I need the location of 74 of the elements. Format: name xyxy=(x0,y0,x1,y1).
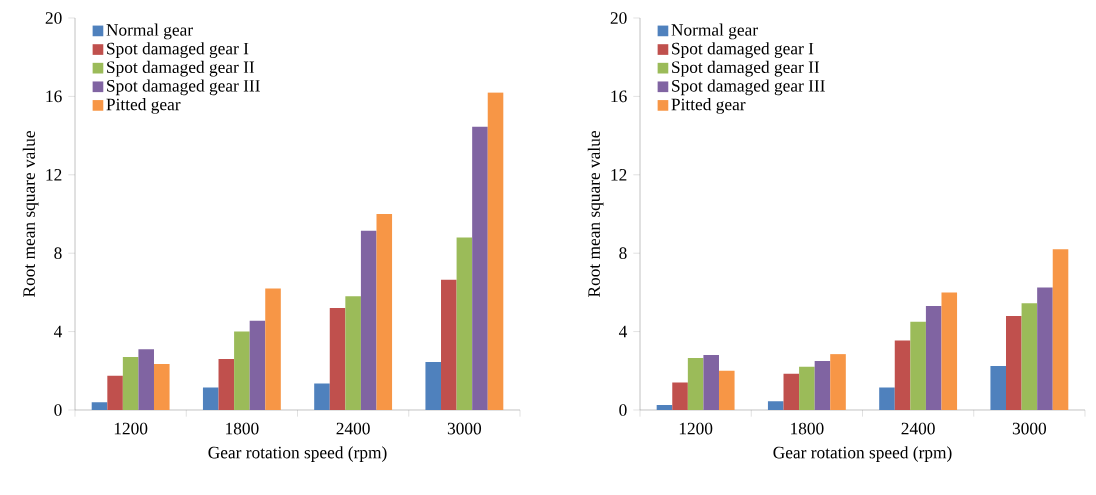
x-tick-label: 3000 xyxy=(1012,422,1047,435)
bar xyxy=(830,354,846,410)
y-tick-label: 16 xyxy=(46,90,62,103)
legend-label: Spot damaged gear I xyxy=(672,42,814,58)
bar xyxy=(941,292,958,410)
bar xyxy=(718,370,735,410)
y-tick-label: 16 xyxy=(611,90,627,103)
bar xyxy=(456,237,473,410)
bar xyxy=(672,382,688,410)
x-axis-title: Gear rotation speed (rpm) xyxy=(208,446,387,462)
legend-label: Pitted gear xyxy=(671,98,746,114)
legend-label: Pitted gear xyxy=(106,98,181,114)
x-tick-label: 3000 xyxy=(447,422,482,435)
bar xyxy=(799,366,815,410)
bar xyxy=(218,359,235,410)
bar xyxy=(1021,303,1038,410)
y-tick-label: 20 xyxy=(610,12,627,24)
y-tick-label: 4 xyxy=(618,325,628,338)
y-tick-label: 12 xyxy=(46,169,62,181)
y-tick-label: 0 xyxy=(54,404,62,416)
x-tick-label: 1200 xyxy=(114,422,148,435)
bar xyxy=(122,357,139,410)
y-tick-label: 0 xyxy=(619,404,627,416)
bar xyxy=(345,296,361,410)
bar xyxy=(1006,315,1022,410)
bar xyxy=(329,308,346,410)
bar xyxy=(360,230,377,410)
legend-label: Spot damaged gear II xyxy=(107,60,255,77)
legend-label: Spot damaged gear I xyxy=(107,42,249,58)
bar xyxy=(894,340,911,410)
x-tick-label: 1200 xyxy=(679,422,713,435)
bar xyxy=(687,358,704,410)
y-tick-label: 20 xyxy=(45,12,62,24)
bar xyxy=(265,288,281,410)
bar xyxy=(656,405,673,410)
bar xyxy=(1052,249,1069,410)
legend-label: Normal gear xyxy=(106,23,193,40)
x-tick-label: 2400 xyxy=(901,422,935,435)
legend-label: Spot damaged gear II xyxy=(672,60,820,77)
y-axis-title: Root mean square value xyxy=(22,131,39,297)
bar xyxy=(910,321,926,410)
bar xyxy=(487,92,504,410)
x-tick-label: 2400 xyxy=(336,422,370,435)
x-tick-label: 1800 xyxy=(791,422,824,435)
x-axis-title: Gear rotation speed (rpm) xyxy=(773,446,952,462)
bar xyxy=(202,387,219,410)
y-tick-label: 8 xyxy=(54,247,62,260)
bar xyxy=(990,365,1007,410)
bar xyxy=(703,355,719,410)
bar xyxy=(783,373,800,410)
bar xyxy=(879,387,895,410)
bar xyxy=(314,383,330,410)
bar xyxy=(441,279,457,410)
legend-label: Spot damaged gear III xyxy=(672,79,825,96)
y-tick-label: 8 xyxy=(619,247,627,260)
legend-label: Normal gear xyxy=(671,23,758,40)
bar xyxy=(472,126,488,410)
bar xyxy=(138,349,154,410)
bar xyxy=(767,401,784,410)
x-tick-label: 1800 xyxy=(226,422,259,435)
bar xyxy=(107,375,123,410)
bar xyxy=(249,320,266,410)
bar xyxy=(814,360,831,410)
bar xyxy=(1037,287,1053,410)
y-tick-label: 12 xyxy=(611,169,627,181)
bar xyxy=(91,402,108,410)
y-tick-label: 4 xyxy=(53,325,63,338)
bar xyxy=(154,363,170,410)
bar xyxy=(376,213,393,410)
bar xyxy=(925,306,942,410)
bar xyxy=(425,361,442,410)
y-axis-title: Root mean square value xyxy=(587,131,604,297)
legend-label: Spot damaged gear III xyxy=(107,79,260,96)
bar xyxy=(234,331,250,410)
